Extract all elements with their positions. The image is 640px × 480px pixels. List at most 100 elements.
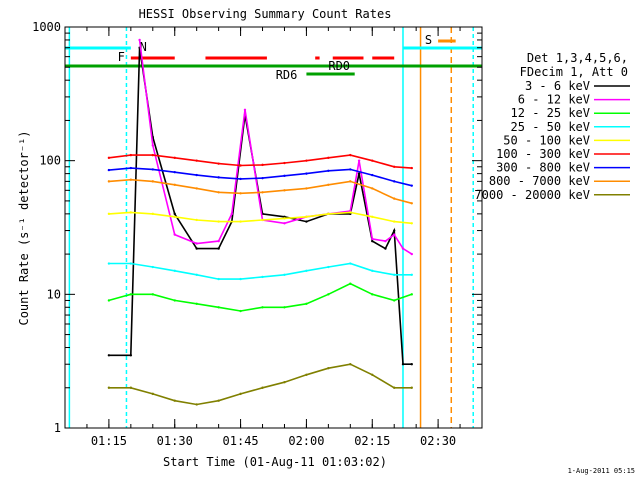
- y-tick-label: 1: [54, 421, 61, 435]
- series-line: [108, 262, 412, 280]
- series-point: [305, 172, 308, 175]
- series-point: [261, 386, 264, 389]
- series-point: [239, 277, 242, 281]
- series-point: [410, 222, 413, 225]
- series-point: [393, 180, 396, 183]
- series-point: [261, 275, 264, 279]
- series-point: [305, 187, 308, 190]
- series-point: [393, 299, 396, 302]
- series-point: [410, 252, 413, 256]
- x-tick-label: 02:15: [354, 434, 390, 448]
- series-point: [261, 191, 264, 194]
- series-point: [393, 165, 396, 168]
- timestamp: 1-Aug-2011 05:15: [568, 467, 635, 475]
- legend-label: 12 - 25 keV: [511, 106, 590, 120]
- series-point: [410, 386, 413, 389]
- series-point: [410, 184, 413, 187]
- plot-frame: [64, 26, 483, 429]
- series-point: [327, 156, 330, 160]
- series-point: [151, 212, 154, 216]
- series-point: [283, 381, 286, 384]
- series-point: [371, 269, 374, 272]
- series-point: [173, 183, 176, 186]
- series-point: [217, 176, 220, 179]
- series-point: [371, 215, 374, 219]
- series-point: [349, 180, 352, 183]
- series-point: [239, 309, 242, 313]
- series-point: [371, 237, 374, 241]
- x-tick-label: 02:30: [420, 434, 456, 448]
- series-point: [195, 403, 198, 406]
- series-point: [217, 277, 220, 281]
- flag-label-f: F: [118, 50, 125, 64]
- series-point: [151, 180, 154, 183]
- series-point: [349, 262, 352, 265]
- y-tick-label: 1000: [32, 20, 61, 34]
- series-point: [305, 215, 308, 219]
- series-point: [129, 354, 133, 357]
- series-point: [327, 265, 330, 269]
- series-point: [261, 163, 264, 167]
- legend-header-line-1: Det 1,3,4,5,6,: [527, 51, 628, 65]
- series-point: [371, 239, 374, 243]
- series-point: [239, 392, 242, 396]
- series-point: [393, 220, 396, 223]
- series-point: [261, 306, 264, 309]
- legend-header-line-2: FDecim 1, Att 0: [520, 65, 628, 79]
- series-point: [305, 159, 308, 162]
- series-point: [327, 183, 330, 186]
- series-point: [410, 363, 413, 366]
- legend-label: 800 - 7000 keV: [489, 174, 590, 188]
- series-line: [108, 47, 412, 365]
- series-point: [384, 239, 387, 243]
- series-point: [371, 187, 374, 190]
- y-tick-label: 10: [47, 287, 61, 301]
- series-point: [151, 265, 154, 269]
- series-point: [129, 293, 133, 296]
- axis-ticks: 1 10 100 1000 01:15 01:30 01:45 02:00 02:15 02:30: [32, 20, 483, 448]
- series-point: [371, 173, 374, 177]
- series-point: [305, 269, 308, 272]
- series-line: [138, 39, 413, 255]
- series-point: [195, 273, 198, 277]
- series-point: [393, 229, 396, 232]
- y-axis-label: Count Rate (s⁻¹ detector⁻¹): [17, 130, 31, 325]
- series-point: [129, 166, 133, 170]
- series-point: [217, 220, 220, 223]
- series-point: [151, 153, 154, 157]
- series-point: [151, 144, 154, 147]
- series-point: [261, 218, 264, 222]
- x-tick-label: 01:15: [91, 434, 127, 448]
- x-axis-label: Start Time (01-Aug-11 01:03:02): [163, 455, 387, 469]
- series-point: [393, 273, 396, 277]
- series-point: [384, 247, 387, 250]
- series-line: [108, 167, 412, 187]
- series-point: [138, 38, 141, 42]
- series-point: [393, 197, 396, 200]
- series-point: [217, 239, 220, 243]
- series-point: [283, 273, 286, 277]
- series-point: [239, 164, 242, 167]
- series-point: [283, 189, 286, 192]
- series-point: [217, 191, 220, 194]
- series-point: [283, 306, 286, 309]
- series-point: [349, 282, 352, 285]
- series-point: [230, 212, 233, 216]
- series-point: [393, 386, 396, 389]
- series-point: [129, 178, 133, 181]
- series-point: [129, 211, 133, 214]
- x-tick-label: 02:00: [288, 434, 324, 448]
- series-point: [107, 354, 111, 357]
- series-point: [410, 166, 413, 170]
- series-point: [107, 180, 111, 183]
- series-point: [107, 212, 111, 216]
- series-point: [173, 156, 176, 160]
- series-point: [401, 363, 405, 366]
- series-point: [173, 215, 176, 219]
- flag-label-n: N: [140, 40, 147, 54]
- series-point: [173, 299, 176, 302]
- series-point: [357, 159, 361, 162]
- flag-label-rd0: RD0: [328, 59, 350, 73]
- series-point: [283, 174, 286, 178]
